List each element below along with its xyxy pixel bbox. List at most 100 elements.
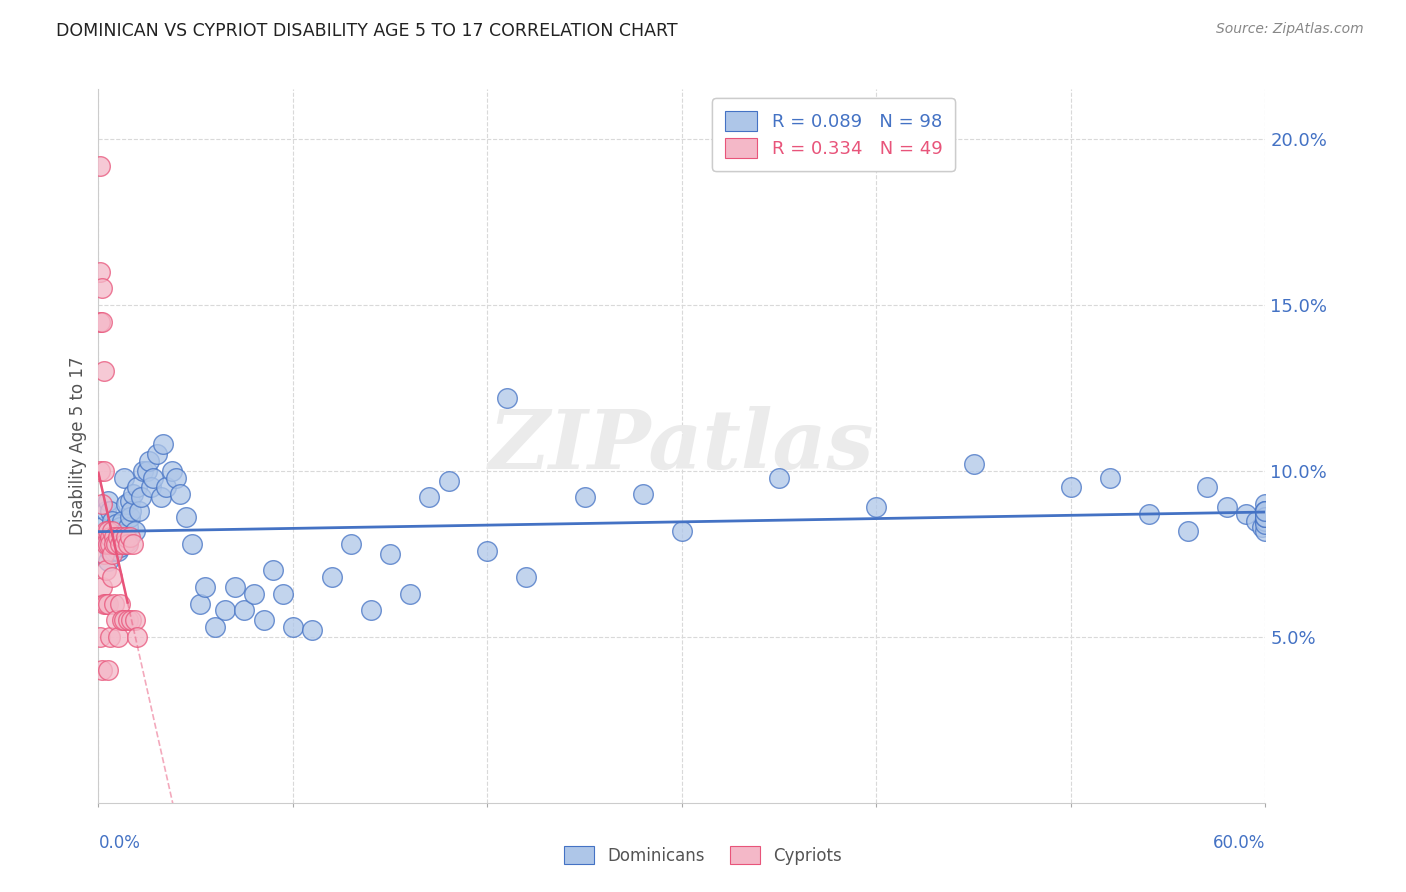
Point: [89, 314, 111, 328]
Point: [96, 537, 118, 551]
Point: [124, 613, 146, 627]
Point: [1254, 514, 1277, 528]
Point: [117, 613, 139, 627]
Point: [495, 391, 517, 405]
Point: [768, 470, 790, 484]
Point: [1137, 507, 1160, 521]
Point: [138, 454, 160, 468]
Point: [233, 603, 256, 617]
Point: [136, 464, 159, 478]
Point: [122, 537, 145, 551]
Point: [574, 491, 596, 505]
Point: [1254, 504, 1277, 518]
Point: [103, 543, 125, 558]
Point: [962, 457, 984, 471]
Point: [103, 537, 125, 551]
Point: [180, 537, 202, 551]
Point: [112, 537, 135, 551]
Point: [1254, 504, 1277, 518]
Point: [112, 613, 135, 627]
Point: [1254, 510, 1277, 524]
Point: [96, 524, 118, 538]
Point: [124, 524, 146, 538]
Point: [107, 524, 129, 538]
Point: [1254, 524, 1277, 538]
Point: [104, 537, 127, 551]
Text: 60.0%: 60.0%: [1213, 834, 1265, 852]
Point: [98, 537, 121, 551]
Point: [96, 530, 118, 544]
Point: [108, 597, 131, 611]
Point: [96, 504, 118, 518]
Point: [108, 540, 131, 554]
Point: [1177, 524, 1199, 538]
Point: [865, 500, 887, 515]
Point: [174, 510, 197, 524]
Point: [97, 524, 120, 538]
Point: [98, 630, 121, 644]
Point: [139, 481, 162, 495]
Point: [1195, 481, 1218, 495]
Point: [128, 504, 150, 518]
Point: [89, 630, 111, 644]
Point: [93, 597, 115, 611]
Point: [96, 564, 118, 578]
Point: [169, 487, 191, 501]
Point: [112, 470, 135, 484]
Point: [146, 447, 169, 461]
Point: [101, 533, 124, 548]
Point: [127, 481, 149, 495]
Point: [96, 597, 118, 611]
Point: [114, 530, 136, 544]
Point: [118, 510, 141, 524]
Point: [214, 603, 236, 617]
Point: [97, 537, 120, 551]
Point: [111, 613, 134, 627]
Point: [98, 530, 121, 544]
Point: [1254, 504, 1277, 518]
Point: [101, 570, 124, 584]
Point: [1254, 497, 1277, 511]
Point: [1254, 516, 1277, 531]
Point: [437, 474, 460, 488]
Point: [631, 487, 654, 501]
Point: [111, 514, 134, 528]
Point: [91, 580, 114, 594]
Point: [97, 553, 120, 567]
Point: [1250, 520, 1272, 534]
Point: [281, 620, 304, 634]
Point: [155, 481, 177, 495]
Point: [188, 597, 211, 611]
Point: [262, 564, 284, 578]
Point: [671, 524, 693, 538]
Point: [104, 516, 127, 531]
Point: [107, 530, 129, 544]
Point: [104, 613, 127, 627]
Point: [165, 470, 187, 484]
Point: [204, 620, 226, 634]
Point: [97, 493, 120, 508]
Point: [117, 533, 139, 548]
Point: [98, 543, 121, 558]
Point: [108, 537, 131, 551]
Legend: Dominicans, Cypriots: Dominicans, Cypriots: [554, 836, 852, 875]
Point: [142, 470, 165, 484]
Point: [224, 580, 246, 594]
Point: [117, 537, 139, 551]
Point: [93, 364, 115, 378]
Point: [271, 587, 294, 601]
Point: [91, 281, 114, 295]
Y-axis label: Disability Age 5 to 17: Disability Age 5 to 17: [69, 357, 87, 535]
Point: [243, 587, 266, 601]
Point: [121, 613, 143, 627]
Point: [1254, 510, 1277, 524]
Text: DOMINICAN VS CYPRIOT DISABILITY AGE 5 TO 17 CORRELATION CHART: DOMINICAN VS CYPRIOT DISABILITY AGE 5 TO…: [56, 22, 678, 40]
Point: [103, 524, 125, 538]
Point: [152, 437, 174, 451]
Point: [132, 464, 155, 478]
Text: 0.0%: 0.0%: [98, 834, 141, 852]
Point: [93, 533, 115, 548]
Point: [103, 540, 125, 554]
Point: [112, 537, 135, 551]
Point: [111, 527, 134, 541]
